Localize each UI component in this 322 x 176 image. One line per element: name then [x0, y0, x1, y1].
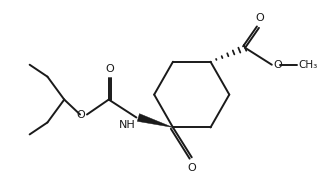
Text: O: O	[187, 163, 196, 173]
Text: NH: NH	[118, 120, 136, 130]
Text: O: O	[274, 60, 282, 70]
Text: O: O	[256, 13, 264, 23]
Text: O: O	[105, 64, 114, 74]
Text: CH₃: CH₃	[298, 60, 318, 70]
Text: O: O	[76, 109, 85, 120]
Polygon shape	[137, 114, 173, 127]
